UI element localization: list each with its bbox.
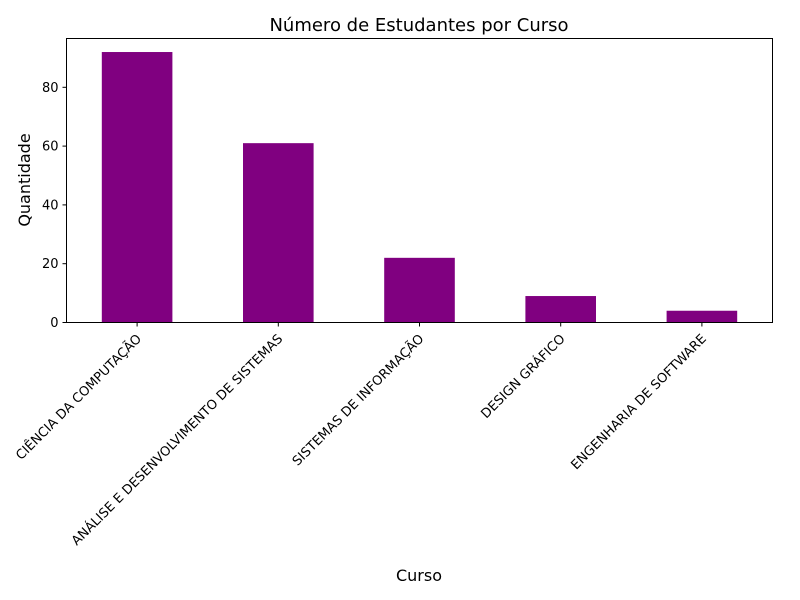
x-axis-label: Curso	[396, 566, 442, 585]
x-tick-label: DESIGN GRÁFICO	[478, 331, 569, 422]
x-tick-label: ENGENHARIA DE SOFTWARE	[568, 332, 709, 473]
bar	[384, 257, 455, 323]
bar	[243, 143, 314, 323]
bar	[525, 296, 596, 323]
y-tick-label: 80	[42, 81, 59, 96]
plot-frame	[66, 38, 773, 323]
y-axis: 0 20 40 60 80	[42, 81, 67, 331]
y-tick-label: 0	[50, 316, 58, 331]
y-tick-label: 60	[42, 140, 59, 155]
x-tick-label: SISTEMAS DE INFORMAÇÃO	[289, 331, 427, 469]
chart-title: Número de Estudantes por Curso	[269, 15, 568, 36]
y-axis-label: Quantidade	[15, 133, 34, 226]
bars-group	[101, 52, 738, 323]
bar	[101, 52, 173, 323]
y-tick-label: 20	[42, 257, 59, 272]
bar	[666, 310, 738, 323]
y-tick-label: 40	[42, 198, 59, 213]
x-tick-label: CIÊNCIA DA COMPUTAÇÃO	[13, 331, 145, 463]
